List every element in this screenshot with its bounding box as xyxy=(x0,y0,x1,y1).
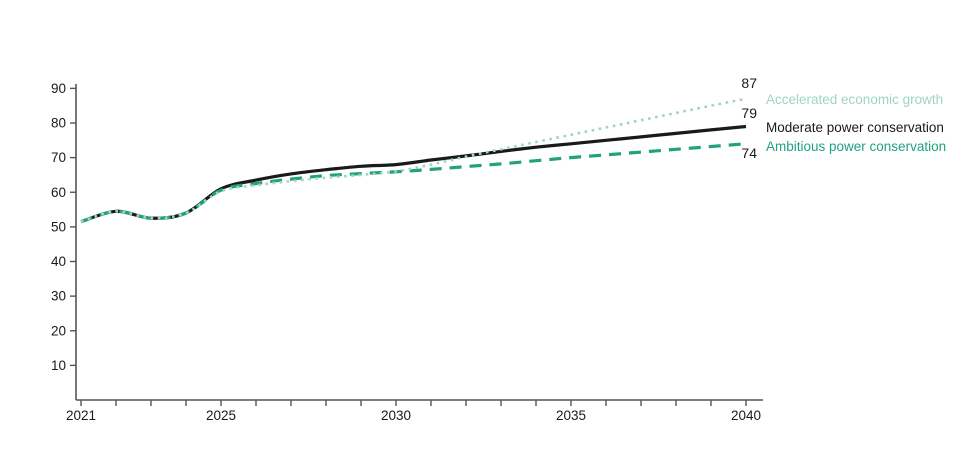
x-tick-label-2025: 2025 xyxy=(206,408,236,423)
series-line-accelerated-economic-growth xyxy=(80,97,747,223)
x-tick-label-2040: 2040 xyxy=(731,408,761,423)
x-tick-label-2035: 2035 xyxy=(556,408,586,423)
series-line-moderate-power-conservation xyxy=(80,124,747,224)
x-tick-label-2030: 2030 xyxy=(381,408,411,423)
end-value-accelerated: 87 xyxy=(741,75,757,91)
legend-label-ambitious-power-conservation: Ambitious power conservation xyxy=(766,139,947,154)
end-value-ambitious: 74 xyxy=(741,145,757,161)
y-tick-label-20: 20 xyxy=(51,323,66,338)
y-tick-label-90: 90 xyxy=(51,81,66,96)
legend-label-moderate-power-conservation: Moderate power conservation xyxy=(766,120,944,135)
end-value-moderate: 79 xyxy=(741,105,757,121)
series-line-ambitious-power-conservation xyxy=(80,142,747,224)
y-tick-label-40: 40 xyxy=(51,254,66,269)
y-tick-label-70: 70 xyxy=(51,150,66,165)
y-tick-label-50: 50 xyxy=(51,219,66,234)
x-tick-label-2021: 2021 xyxy=(66,408,96,423)
y-tick-label-30: 30 xyxy=(51,289,66,304)
y-tick-label-60: 60 xyxy=(51,185,66,200)
y-tick-label-10: 10 xyxy=(51,358,66,373)
legend-label-accelerated-economic-growth: Accelerated economic growth xyxy=(766,92,944,107)
y-tick-label-80: 80 xyxy=(51,116,66,131)
